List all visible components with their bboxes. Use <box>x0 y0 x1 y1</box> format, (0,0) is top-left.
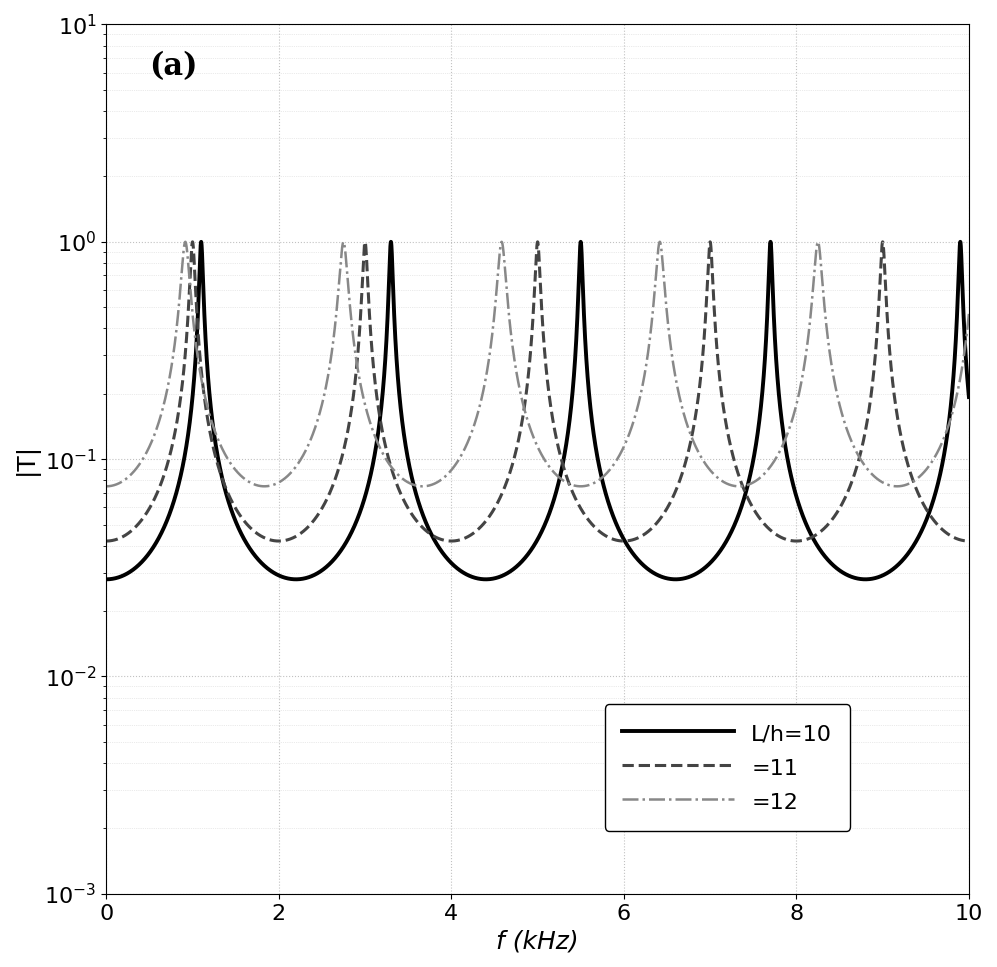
L/h=10 <box>137 555 149 567</box>
L/h=10 <box>101 573 113 585</box>
=12 <box>179 236 191 248</box>
Text: (a): (a) <box>150 50 197 81</box>
L/h=10 <box>153 533 165 544</box>
=11 <box>963 536 975 547</box>
L/h=10 <box>105 573 117 585</box>
L/h=10 <box>963 392 975 403</box>
Legend: L/h=10, =11, =12: L/h=10, =11, =12 <box>604 704 850 831</box>
=12 <box>153 418 165 429</box>
Line: =12: =12 <box>107 242 969 486</box>
L/h=10 <box>522 548 534 560</box>
=11 <box>270 535 282 546</box>
=11 <box>522 371 534 383</box>
=11 <box>137 513 149 525</box>
=11 <box>917 498 929 510</box>
=12 <box>137 454 149 465</box>
L/h=10 <box>954 236 966 248</box>
=12 <box>101 481 113 492</box>
=12 <box>105 481 117 492</box>
=12 <box>270 478 282 489</box>
L/h=10 <box>270 568 282 579</box>
=11 <box>153 484 165 496</box>
Y-axis label: |T|: |T| <box>14 443 39 475</box>
Line: L/h=10: L/h=10 <box>107 242 969 579</box>
=11 <box>105 535 117 546</box>
=12 <box>522 417 534 428</box>
L/h=10 <box>290 573 302 585</box>
L/h=10 <box>917 521 929 533</box>
=12 <box>258 481 270 492</box>
Line: =11: =11 <box>107 242 969 542</box>
=12 <box>917 467 929 479</box>
=11 <box>531 236 543 248</box>
=12 <box>963 308 975 319</box>
=11 <box>101 536 113 547</box>
X-axis label: f (kHz): f (kHz) <box>497 929 579 953</box>
